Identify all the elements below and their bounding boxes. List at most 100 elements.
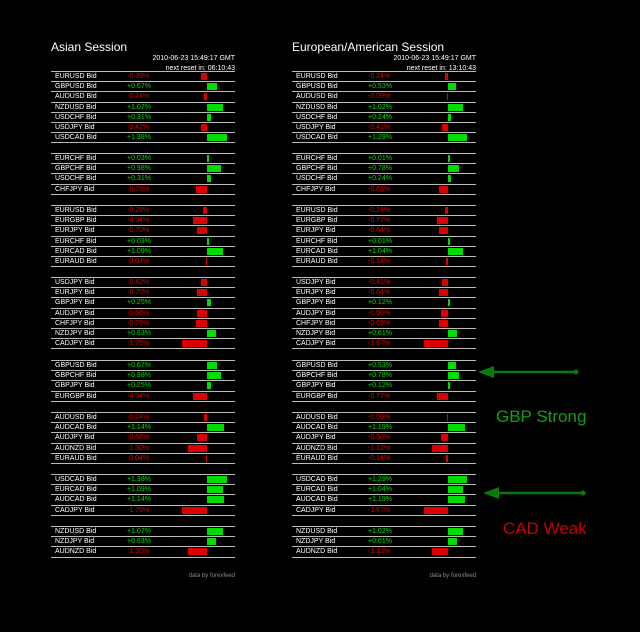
table-row: EURUSD Bid -0.29% <box>51 205 235 215</box>
pair-change-percent: +0.61% <box>368 538 392 546</box>
pair-symbol: EURCHF Bid <box>55 155 97 162</box>
change-bar-positive <box>207 362 217 369</box>
change-bar-negative <box>203 414 207 421</box>
table-row: AUDCAD Bid +1.19% <box>292 422 476 432</box>
table-row: GBPJPY Bid +0.12% <box>292 297 476 307</box>
pair-symbol: GBPCHF Bid <box>55 372 97 380</box>
table-row: GBPUSD Bid +0.67% <box>51 360 235 370</box>
change-bar-negative <box>436 217 448 225</box>
pair-change-percent: -0.09% <box>368 414 391 421</box>
pair-group: USDJPY Bid -0.41% EURJPY Bid -0.64% GBPJPY B… <box>292 277 476 350</box>
pair-change-percent: -0.66% <box>127 434 150 442</box>
table-row: USDJPY Bid -0.41% <box>292 121 476 132</box>
pair-symbol: EURCAD Bid <box>296 247 338 255</box>
change-bar-positive <box>448 496 466 504</box>
pair-symbol: EURAUD Bid <box>296 257 338 265</box>
change-bar-positive <box>448 83 456 91</box>
pair-group: USDCAD Bid +1.29% EURCAD Bid +1.04% AUDCAD B… <box>292 474 476 516</box>
table-row: AUDNZD Bid -1.12% <box>292 546 476 558</box>
change-bar-positive <box>448 476 467 483</box>
table-row: USDCAD Bid +1.29% <box>292 132 476 144</box>
pair-symbol: EURUSD Bid <box>55 207 97 214</box>
pair-symbol: NZDJPY Bid <box>55 329 95 337</box>
change-bar-positive <box>448 247 464 255</box>
table-row: GBPJPY Bid +0.25% <box>51 297 235 307</box>
pair-change-percent: -0.14% <box>368 454 391 462</box>
change-bar-positive <box>207 175 212 183</box>
table-row: AUDUSD Bid -0.09% <box>292 412 476 422</box>
pair-symbol: GBPCHF Bid <box>296 372 338 380</box>
change-bar-negative <box>444 73 448 80</box>
gbp-strong-annotation: GBP Strong <box>496 407 587 426</box>
pair-change-percent: +1.14% <box>127 496 151 504</box>
pair-change-percent: +0.67% <box>127 83 151 91</box>
table-row: CHFJPY Bid -0.65% <box>292 317 476 328</box>
change-bar-negative <box>196 227 207 235</box>
pair-change-percent: -0.76% <box>127 185 150 193</box>
table-row: USDCAD Bid +1.38% <box>51 132 235 144</box>
pair-change-percent: -0.24% <box>127 414 150 421</box>
change-bar-positive <box>448 165 460 173</box>
table-row: USDCHF Bid +0.24% <box>292 111 476 122</box>
pair-change-percent: -0.70% <box>127 227 150 235</box>
pair-symbol: CADJPY Bid <box>296 506 336 514</box>
table-row: EURCAD Bid +1.04% <box>292 484 476 494</box>
pair-group: EURUSD Bid -0.29% EURGBP Bid -0.94% EURJPY B… <box>51 205 235 268</box>
table-row: NZDUSD Bid +1.07% <box>51 101 235 112</box>
table-row: USDCHF Bid +0.31% <box>51 173 235 183</box>
table-row: CADJPY Bid -1.67% <box>292 504 476 516</box>
pair-change-percent: +1.09% <box>127 247 151 255</box>
table-row: NZDUSD Bid +1.07% <box>51 526 235 536</box>
pair-symbol: GBPJPY Bid <box>55 299 95 307</box>
pair-symbol: EURCAD Bid <box>55 486 97 494</box>
pair-symbol: GBPUSD Bid <box>296 83 338 91</box>
pair-group: EURUSD Bid -0.39% GBPUSD Bid +0.67% AUDUSD B… <box>51 71 235 144</box>
panel-reset-countdown: next reset in: 13:10:43 <box>406 65 476 72</box>
pair-symbol: USDCAD Bid <box>296 476 338 483</box>
table-row: AUDNZD Bid -1.12% <box>292 442 476 453</box>
pair-symbol: AUDCAD Bid <box>55 424 97 432</box>
pair-change-percent: +0.01% <box>368 237 392 245</box>
table-row: EURUSD Bid -0.24% <box>292 71 476 81</box>
pair-change-percent: +0.24% <box>368 175 392 183</box>
pair-change-percent: -0.94% <box>127 392 150 400</box>
change-bar-negative <box>193 217 207 225</box>
change-bar-negative <box>440 309 448 317</box>
pair-change-percent: +1.09% <box>127 486 151 494</box>
change-bar-negative <box>196 289 207 297</box>
pair-change-percent: -0.24% <box>368 207 391 214</box>
change-bar-positive <box>448 538 457 546</box>
pair-symbol: USDCAD Bid <box>296 134 338 142</box>
pair-symbol: AUDCAD Bid <box>296 496 338 504</box>
table-row: EURAUD Bid -0.04% <box>51 255 235 268</box>
change-bar-positive <box>207 155 209 162</box>
pair-change-percent: +0.98% <box>127 372 151 380</box>
pair-change-percent: +0.25% <box>127 382 151 390</box>
pair-change-percent: +1.38% <box>127 134 151 142</box>
data-source-credit: data by forexfeed <box>429 573 476 579</box>
pair-symbol: NZDUSD Bid <box>296 103 338 111</box>
pair-symbol: AUDUSD Bid <box>296 414 338 421</box>
table-row: AUDCAD Bid +1.14% <box>51 494 235 504</box>
table-row: GBPCHF Bid +0.98% <box>51 163 235 173</box>
pair-symbol: AUDJPY Bid <box>296 434 336 442</box>
pair-change-percent: -0.42% <box>127 279 150 286</box>
pair-change-percent: +0.31% <box>127 113 151 121</box>
pair-symbol: EURGBP Bid <box>55 217 97 225</box>
table-row: GBPUSD Bid +0.67% <box>51 81 235 91</box>
pair-change-percent: -0.24% <box>368 73 391 80</box>
data-source-credit: data by forexfeed <box>188 573 235 579</box>
pair-symbol: USDJPY Bid <box>296 279 336 286</box>
panel-datetime: 2010-06-23 15:49:17 GMT <box>152 55 236 62</box>
pair-change-percent: -0.76% <box>127 319 150 327</box>
pair-symbol: GBPUSD Bid <box>55 83 97 91</box>
pair-symbol: USDCAD Bid <box>55 134 97 142</box>
table-row: EURGBP Bid -0.94% <box>51 390 235 402</box>
pair-group: NZDUSD Bid +1.02% NZDJPY Bid +0.61% AUDNZD B… <box>292 526 476 558</box>
pair-symbol: EURJPY Bid <box>55 227 95 235</box>
table-row: GBPCHF Bid +0.78% <box>292 370 476 380</box>
change-bar-negative <box>438 289 448 297</box>
pair-change-percent: +0.31% <box>127 175 151 183</box>
pair-symbol: GBPJPY Bid <box>296 382 336 390</box>
pair-symbol: CADJPY Bid <box>55 340 95 348</box>
